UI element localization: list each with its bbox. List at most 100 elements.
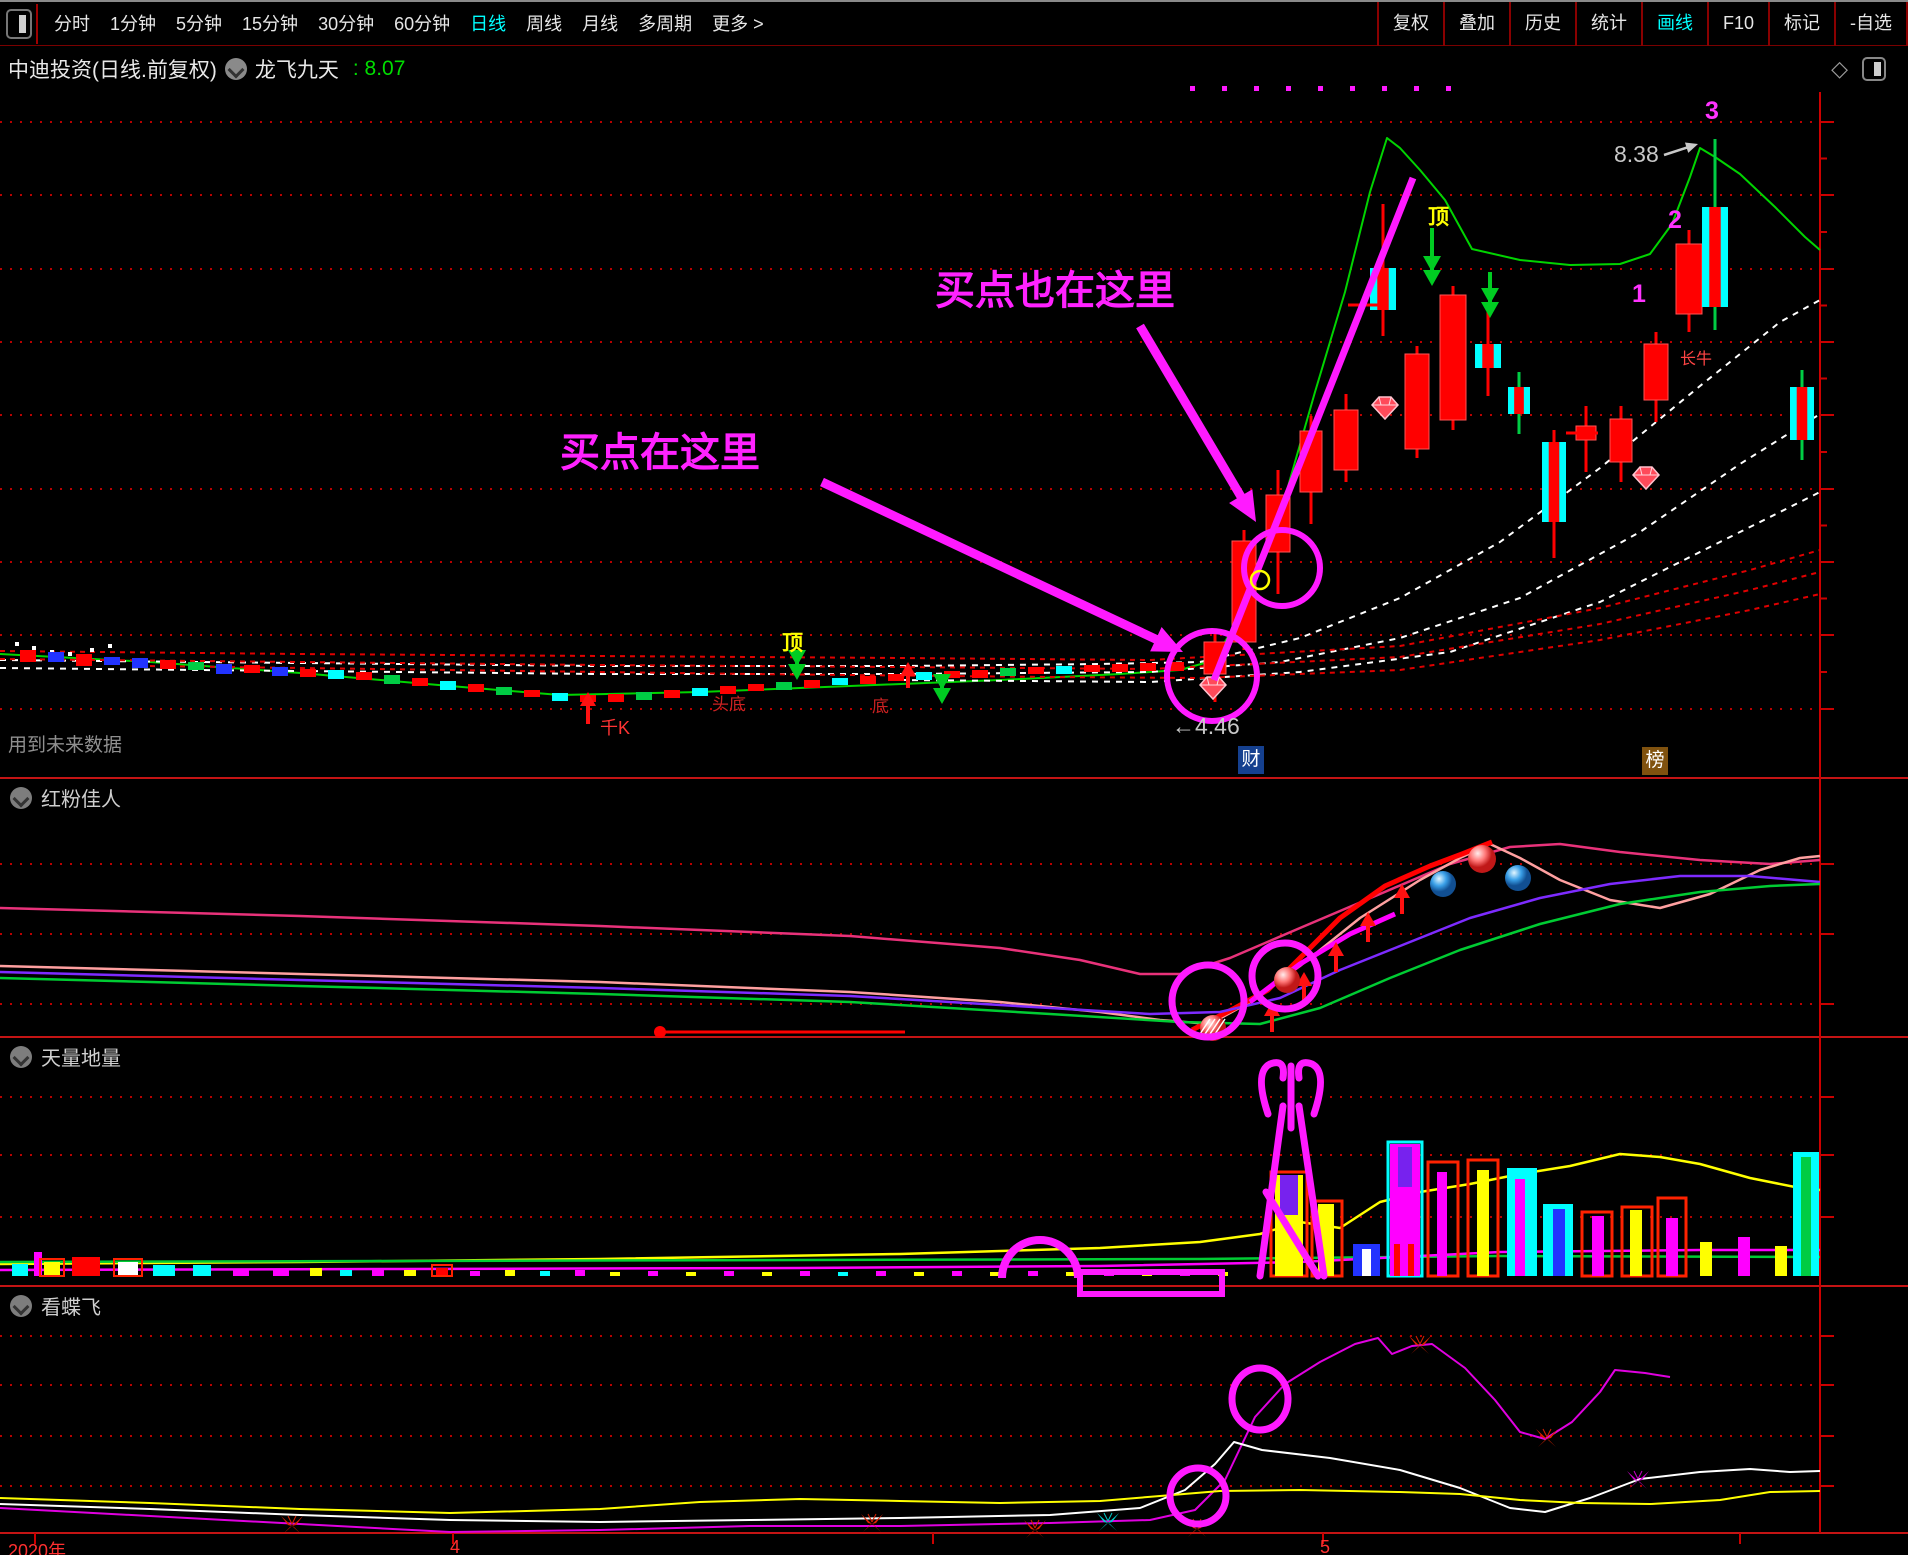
gem-icon bbox=[1370, 396, 1400, 421]
candle-small bbox=[1056, 666, 1072, 674]
p3-green bbox=[0, 1254, 1821, 1264]
panel-header-1[interactable]: 天量地量 bbox=[4, 1042, 121, 1071]
wave-count-2: 2 bbox=[1668, 206, 1682, 234]
period-item-3[interactable]: 15分钟 bbox=[242, 13, 299, 34]
volume-bar bbox=[505, 1270, 515, 1276]
chevron-down-icon[interactable] bbox=[224, 58, 247, 80]
candle-small bbox=[76, 654, 92, 666]
window-icon[interactable] bbox=[6, 8, 32, 39]
volume-bar bbox=[762, 1272, 772, 1276]
candle-body bbox=[1439, 294, 1467, 421]
main-green-ma bbox=[0, 137, 1821, 696]
wave-count-3: 3 bbox=[1705, 97, 1719, 125]
period-item-8[interactable]: 月线 bbox=[582, 13, 619, 34]
butterfly-icon bbox=[1197, 1529, 1206, 1537]
chevron-down-icon[interactable] bbox=[10, 786, 32, 809]
volume-bar bbox=[1437, 1172, 1447, 1276]
candle-small bbox=[916, 672, 932, 680]
candle-body bbox=[1508, 387, 1530, 414]
gem-icon bbox=[1378, 396, 1382, 406]
candle-body bbox=[1514, 387, 1524, 414]
tool-item-0[interactable]: 复权 bbox=[1376, 2, 1443, 46]
annotation-arrowhead bbox=[1150, 627, 1183, 652]
candle-body bbox=[1542, 442, 1566, 522]
chevron-down-icon[interactable] bbox=[10, 1045, 32, 1068]
blue-ball-icon bbox=[1505, 865, 1531, 891]
tool-item-5[interactable]: F10 bbox=[1706, 2, 1768, 46]
period-item-5[interactable]: 60分钟 bbox=[394, 13, 451, 34]
p4-yellow bbox=[0, 1489, 1821, 1514]
ball-hatch bbox=[1197, 1018, 1211, 1038]
tools-menu: 复权 叠加 历史 统计 画线 F10 标记 -自选 bbox=[1376, 2, 1908, 46]
candle-body bbox=[1575, 425, 1597, 441]
chevron-down-icon[interactable] bbox=[10, 1294, 32, 1317]
volume-bar bbox=[1318, 1204, 1334, 1276]
butterfly-icon bbox=[1542, 1428, 1548, 1438]
up-arrow-icon bbox=[580, 692, 596, 706]
tool-item-3[interactable]: 统计 bbox=[1574, 2, 1641, 46]
candle-small bbox=[944, 671, 960, 678]
panel-header-0[interactable]: 红粉佳人 bbox=[4, 783, 121, 812]
tool-item-6[interactable]: 标记 bbox=[1768, 2, 1834, 46]
candle-body bbox=[1475, 344, 1501, 368]
butterfly-icon bbox=[1415, 1335, 1421, 1345]
period-item-7[interactable]: 周线 bbox=[526, 13, 563, 34]
p2-red-trend bbox=[1190, 839, 1493, 1033]
candle-small bbox=[1000, 668, 1016, 676]
tool-item-4[interactable]: 画线 bbox=[1640, 2, 1707, 46]
main-red-dash-2 bbox=[0, 571, 1821, 670]
volume-bar-inner bbox=[1408, 1244, 1414, 1276]
gem-icon bbox=[1631, 466, 1661, 491]
period-item-1[interactable]: 1分钟 bbox=[110, 13, 157, 34]
window-split-icon[interactable] bbox=[1862, 57, 1886, 81]
volume-bar bbox=[12, 1264, 28, 1276]
volume-bar bbox=[1218, 1272, 1228, 1276]
volume-bar bbox=[273, 1270, 289, 1276]
butterfly-icon bbox=[1627, 1471, 1638, 1481]
period-item-9[interactable]: 多周期 bbox=[638, 13, 693, 34]
volume-bar bbox=[193, 1265, 211, 1276]
candle-body bbox=[1377, 268, 1389, 310]
candle-body bbox=[1609, 418, 1633, 463]
volume-bar-outline bbox=[39, 1258, 65, 1277]
candle-body bbox=[1796, 387, 1808, 440]
butterfly-icon bbox=[1024, 1520, 1035, 1530]
up-arrow-icon bbox=[1394, 884, 1410, 898]
diamond-icon[interactable]: ◇ bbox=[1831, 56, 1848, 81]
volume-bar bbox=[990, 1272, 1000, 1276]
panel-header-2[interactable]: 看蝶飞 bbox=[4, 1291, 101, 1320]
tool-item-7[interactable]: -自选 bbox=[1834, 2, 1908, 46]
candle-small bbox=[804, 680, 820, 688]
tool-item-1[interactable]: 叠加 bbox=[1442, 2, 1509, 46]
price-label-low: ←4.46 bbox=[1172, 713, 1240, 739]
period-item-2[interactable]: 5分钟 bbox=[176, 13, 223, 34]
period-item-10[interactable]: 更多 > bbox=[712, 13, 764, 34]
p2-purple bbox=[0, 874, 1821, 1016]
period-item-6[interactable]: 日线 bbox=[470, 13, 507, 34]
tool-item-2[interactable]: 历史 bbox=[1508, 2, 1575, 46]
pink-ball-icon bbox=[1468, 845, 1496, 873]
period-item-0[interactable]: 分时 bbox=[54, 13, 90, 34]
candle-small bbox=[776, 682, 792, 690]
volume-bar bbox=[470, 1271, 480, 1276]
candle-body bbox=[1333, 409, 1359, 471]
volume-bar bbox=[1275, 1175, 1303, 1276]
butterfly-icon bbox=[291, 1515, 297, 1525]
period-item-4[interactable]: 30分钟 bbox=[318, 13, 375, 34]
candle-small bbox=[328, 670, 344, 679]
candle-body bbox=[1790, 387, 1814, 440]
butterfly-icon bbox=[287, 1515, 293, 1525]
candle-small bbox=[1112, 664, 1128, 672]
info-badge-1[interactable]: 榜 bbox=[1642, 747, 1668, 775]
axis-label-1: 4 bbox=[450, 1537, 461, 1555]
candle-small bbox=[244, 665, 260, 673]
yellow-circle-marker bbox=[1249, 569, 1271, 591]
volume-bar bbox=[648, 1271, 658, 1276]
up-arrow-icon bbox=[1328, 942, 1344, 956]
volume-bar bbox=[72, 1257, 100, 1276]
info-badge-0[interactable]: 财 bbox=[1238, 746, 1264, 774]
butterfly-icon bbox=[1538, 1439, 1547, 1447]
candle-small bbox=[608, 694, 624, 702]
volume-bar-inner bbox=[1280, 1175, 1298, 1215]
